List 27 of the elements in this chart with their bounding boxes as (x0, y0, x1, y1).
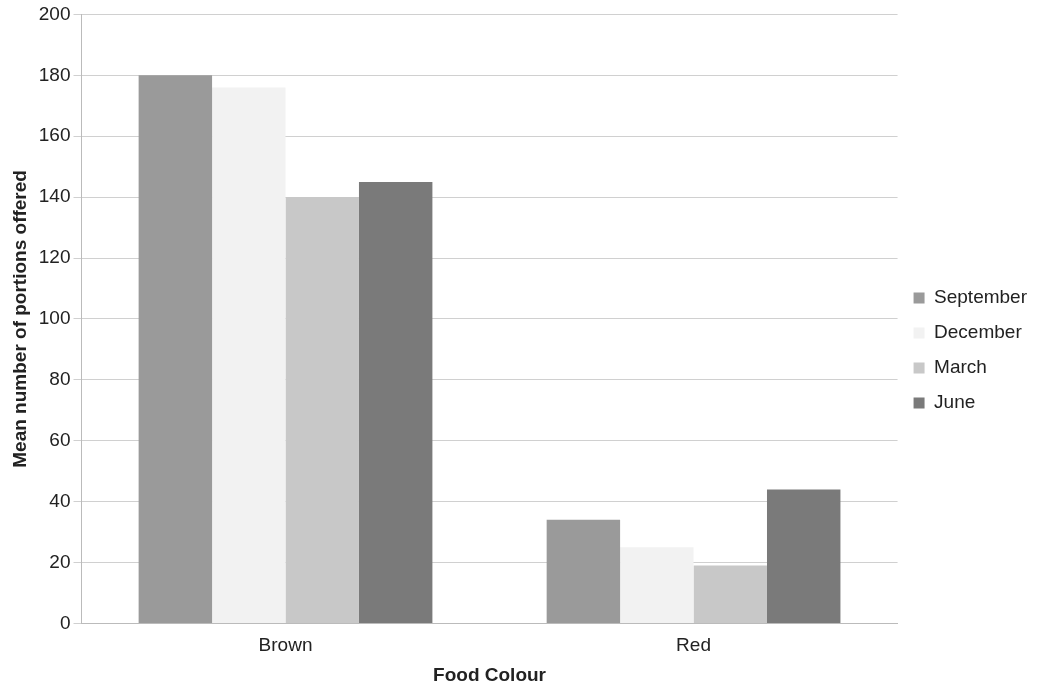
y-axis-title: Mean number of portions offered (8, 170, 30, 468)
y-tick-label: 200 (38, 2, 71, 24)
y-tick-label: 0 (59, 611, 71, 633)
x-tick-label: Brown (258, 634, 313, 656)
x-tick-label: Red (676, 634, 711, 656)
bar (212, 87, 286, 623)
legend-label: March (934, 356, 987, 378)
y-tick-label: 100 (38, 307, 71, 329)
y-tick-label: 120 (38, 246, 71, 268)
y-tick-label: 80 (49, 368, 71, 390)
legend-label: September (934, 286, 1028, 308)
bar (358, 181, 433, 623)
y-tick-label: 180 (38, 63, 71, 85)
bar (766, 489, 841, 623)
x-axis-title: Food Colour (433, 663, 547, 685)
y-tick-label: 140 (38, 185, 71, 207)
y-tick-label: 20 (49, 550, 71, 572)
bar (138, 75, 213, 623)
bar (546, 519, 621, 623)
bar (285, 197, 359, 623)
legend-label: December (934, 321, 1023, 343)
legend-label: June (934, 391, 976, 413)
y-tick-label: 60 (49, 428, 71, 450)
bar (693, 565, 767, 623)
y-tick-label: 40 (49, 489, 71, 511)
y-tick-label: 160 (38, 124, 71, 146)
bar (620, 547, 694, 623)
